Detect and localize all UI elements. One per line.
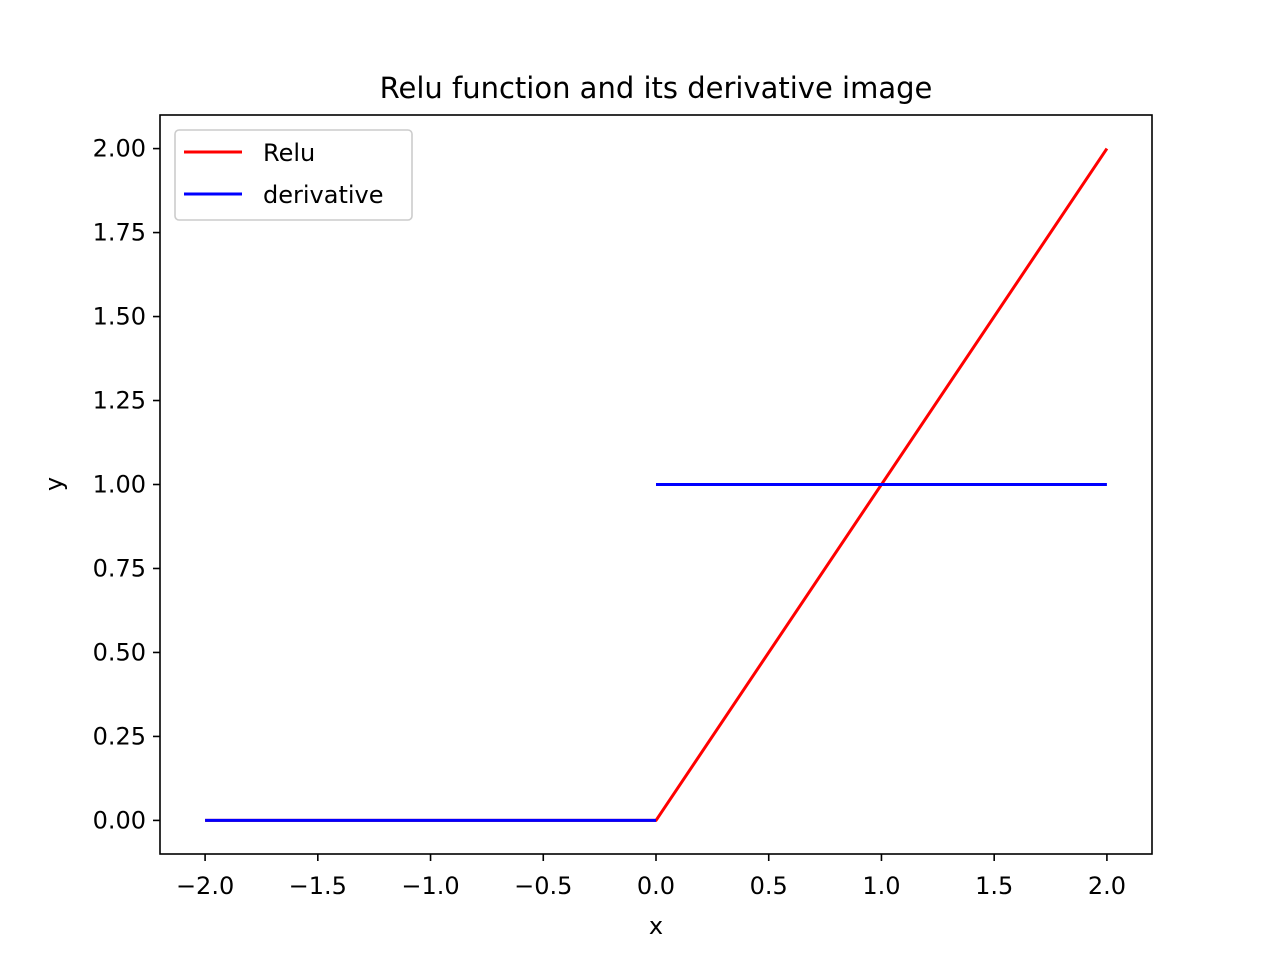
x-tick-label: 0.5 [750,872,788,900]
x-tick-label: −0.5 [514,872,572,900]
chart-title: Relu function and its derivative image [380,71,933,105]
y-tick-label: 1.00 [93,471,146,499]
y-tick-label: 2.00 [93,135,146,163]
y-tick-label: 1.50 [93,303,146,331]
x-axis: −2.0 −1.5 −1.0 −0.5 0.0 0.5 1.0 1.5 2.0 [176,854,1126,900]
x-tick-label: 1.5 [975,872,1013,900]
x-tick-label: 0.0 [637,872,675,900]
x-tick-label: −1.0 [401,872,459,900]
x-tick-label: −1.5 [289,872,347,900]
y-tick-label: 1.25 [93,387,146,415]
y-tick-label: 1.75 [93,219,146,247]
legend: Relu derivative [174,129,413,221]
x-tick-label: 2.0 [1088,872,1126,900]
x-tick-label: 1.0 [862,872,900,900]
x-tick-label: −2.0 [176,872,234,900]
y-axis: 0.00 0.25 0.50 0.75 1.00 1.25 1.50 1.75 2.00 [93,135,160,834]
legend-label: Relu [263,139,315,167]
y-tick-label: 0.25 [93,722,146,750]
x-axis-label: x [649,912,663,940]
y-tick-label: 0.00 [93,806,146,834]
y-tick-label: 0.75 [93,554,146,582]
y-axis-label: y [40,477,68,491]
plot-area [205,147,1109,822]
legend-label: derivative [263,181,384,209]
y-tick-label: 0.50 [93,638,146,666]
